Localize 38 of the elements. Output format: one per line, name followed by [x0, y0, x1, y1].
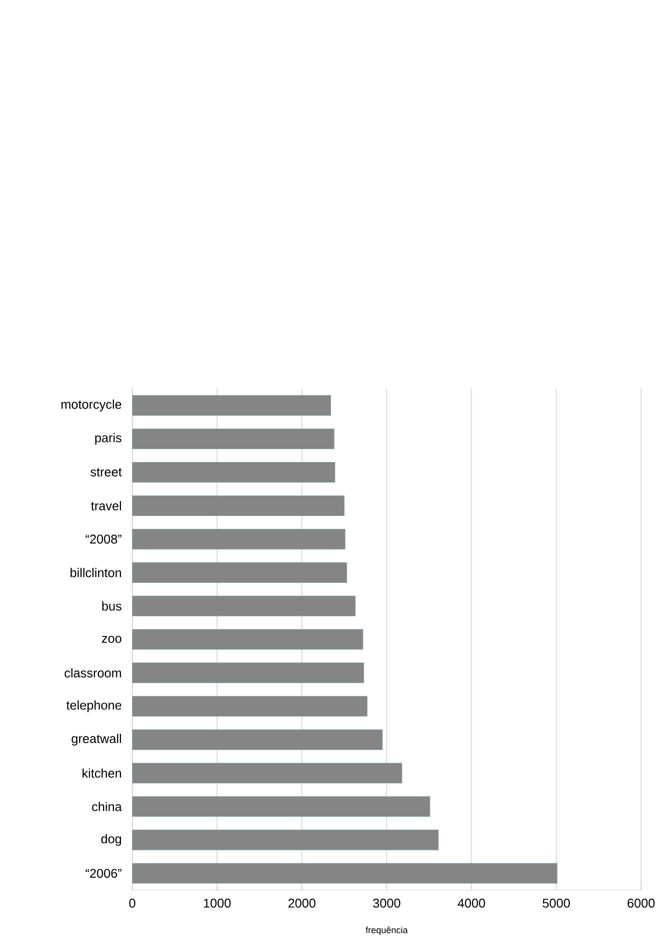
bar [132, 762, 402, 784]
bar [132, 830, 439, 850]
bar [132, 596, 356, 616]
bar [132, 395, 331, 416]
bar [132, 796, 430, 817]
bar [132, 528, 346, 550]
x-tick-label: 3000 [373, 898, 400, 908]
y-tick-label: “2006” [86, 868, 122, 878]
y-tick-label: billclinton [70, 568, 121, 578]
y-tick-label: street [90, 468, 122, 476]
y-tick-label: kitchen [82, 768, 121, 778]
y-tick-label: telephone [66, 700, 122, 712]
y-tick-label: classroom [64, 668, 121, 678]
bar [132, 729, 383, 750]
bar [132, 428, 334, 450]
y-tick-label: dog [101, 834, 121, 846]
x-tick-label: 2000 [288, 898, 316, 908]
y-tick-label: travel [91, 501, 121, 510]
bar [132, 863, 558, 884]
bar [132, 462, 336, 483]
y-tick-label: bus [102, 601, 122, 611]
x-tick-label: 1000 [204, 898, 231, 908]
x-tick-label: 6000 [628, 898, 655, 908]
x-tick-label: 5000 [542, 898, 570, 908]
bar [132, 629, 364, 650]
bar [132, 562, 347, 583]
y-tick-label: china [92, 802, 122, 812]
y-tick-label: greatwall [72, 734, 121, 746]
x-tick-label: 0 [129, 898, 136, 908]
y-tick-label: paris [95, 432, 122, 445]
bar [132, 496, 344, 516]
y-tick-label: motorcycle [61, 400, 122, 412]
y-tick-label: zoo [102, 636, 122, 643]
bar [132, 662, 364, 684]
bar [132, 696, 368, 716]
x-tick-label: 4000 [458, 898, 485, 908]
x-axis-title: frequência [366, 926, 408, 935]
y-tick-label: “2008” [86, 534, 122, 544]
